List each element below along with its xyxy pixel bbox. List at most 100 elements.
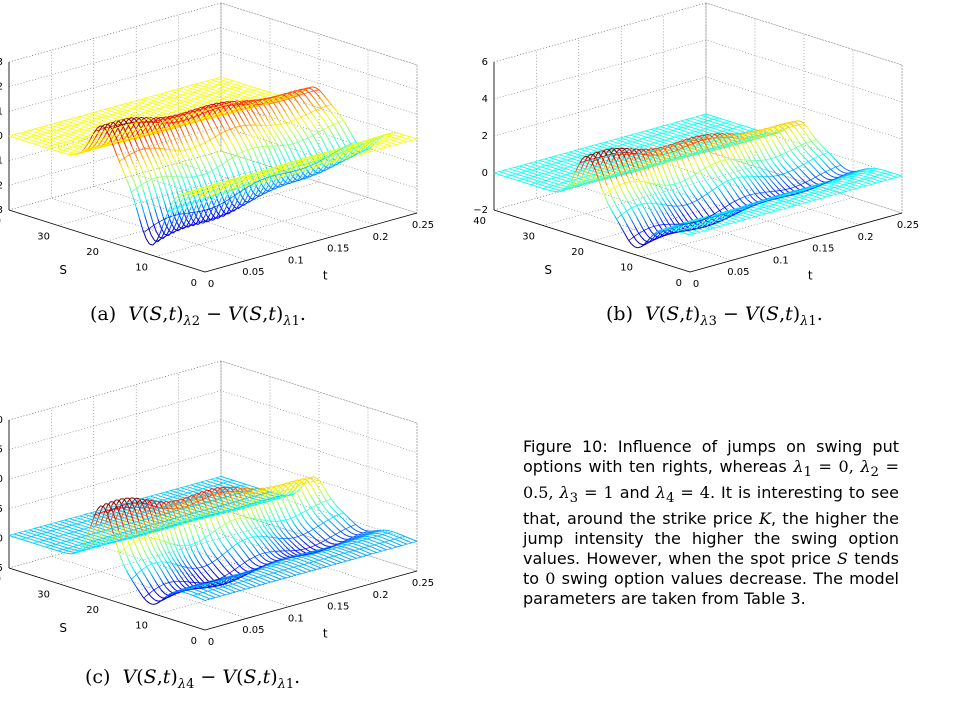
mesh-line-t <box>208 99 212 102</box>
mesh-line-t <box>178 180 183 191</box>
mesh-line-t <box>238 91 242 94</box>
mesh-line-t <box>786 153 791 159</box>
mesh-line-t <box>64 152 68 155</box>
grid-line-s <box>8 3 222 211</box>
mesh-line-s <box>207 188 213 191</box>
mesh-line-t <box>593 146 597 149</box>
mesh-line-s <box>283 167 289 170</box>
mesh-line-t <box>210 91 214 94</box>
mesh-line-t <box>76 136 81 138</box>
mesh-line-t <box>811 194 815 197</box>
mesh-line-t <box>341 153 345 156</box>
mesh-line-s <box>136 120 142 123</box>
mesh-line-t <box>191 165 196 173</box>
mesh-line-s <box>73 145 79 148</box>
mesh-line-s <box>274 99 280 103</box>
grid-line-z <box>493 150 903 214</box>
mesh-line-t <box>729 130 734 133</box>
mesh-line-t <box>203 208 208 216</box>
mesh-line-s <box>163 120 170 123</box>
mesh-line-s <box>119 118 125 121</box>
mesh-line-t <box>154 106 159 109</box>
mesh-line-s <box>159 148 165 150</box>
mesh-line-t <box>753 137 758 144</box>
mesh-line-t <box>349 153 354 156</box>
mesh-line-t <box>112 114 117 117</box>
mesh-line-t <box>260 126 266 133</box>
mesh-line-t <box>231 100 236 103</box>
mesh-line-t <box>148 157 153 166</box>
mesh-line-t <box>281 106 286 113</box>
mesh-line-t <box>246 109 251 116</box>
mesh-line-t <box>677 125 681 128</box>
mesh-line-t <box>376 143 381 146</box>
mesh-line-t <box>156 142 161 151</box>
mesh-line-t <box>154 208 159 220</box>
mesh-line-t <box>208 150 213 158</box>
mesh-line-s <box>122 110 128 113</box>
mesh-line-t <box>228 196 233 204</box>
mesh-line-t <box>311 95 316 101</box>
mesh-line-s <box>305 112 312 116</box>
mesh-line-t <box>738 197 743 203</box>
mesh-line-t <box>234 115 239 123</box>
mesh-line-t <box>344 154 349 157</box>
mesh-line-t <box>581 152 585 155</box>
mesh-line-t <box>338 113 343 119</box>
mesh-line-s <box>359 143 366 146</box>
mesh-line-t <box>128 118 133 123</box>
mesh-line-t <box>729 166 734 172</box>
mesh-line-t <box>778 150 783 157</box>
mesh-line-t <box>712 115 716 118</box>
mesh-line-s <box>223 105 229 107</box>
mesh-line-t <box>823 184 827 187</box>
mesh-line-t <box>780 185 785 190</box>
mesh-line-s <box>210 183 216 186</box>
mesh-line-t <box>92 120 97 122</box>
mesh-line-t <box>217 81 221 84</box>
mesh-line-s <box>280 175 286 178</box>
mesh-line-t <box>233 193 238 201</box>
mesh-line-s <box>248 177 254 180</box>
mesh-line-t <box>126 123 131 130</box>
mesh-line-t <box>838 180 843 182</box>
mesh-line-t <box>256 109 261 116</box>
mesh-line-t <box>367 138 371 141</box>
mesh-line-t <box>764 148 769 155</box>
mesh-line-t <box>278 101 283 107</box>
mesh-line-t <box>184 200 189 211</box>
mesh-line-t <box>685 130 689 133</box>
mesh-line-t <box>230 184 234 187</box>
mesh-line-s <box>105 143 111 146</box>
mesh-line-t <box>857 176 861 179</box>
mesh-line-t <box>83 132 88 135</box>
mesh-line-s <box>256 101 263 104</box>
mesh-line-s <box>175 115 181 118</box>
mesh-line-t <box>291 162 295 165</box>
mesh-line-t <box>307 127 313 133</box>
mesh-line-s <box>154 108 160 111</box>
mesh-line-s <box>124 122 131 125</box>
mesh-line-t <box>681 129 686 132</box>
mesh-line-s <box>44 124 50 127</box>
mesh-line-s <box>228 182 234 185</box>
mesh-line-s <box>194 211 200 213</box>
mesh-line-t <box>181 97 186 100</box>
mesh-line-t <box>257 182 263 190</box>
mesh-line-t <box>703 199 708 205</box>
mesh-line-t <box>684 136 689 139</box>
mesh-line-t <box>309 86 313 89</box>
mesh-line-t <box>664 142 669 145</box>
mesh-line-t <box>166 143 171 152</box>
mesh-line-t <box>266 108 271 116</box>
mesh-line-t <box>731 142 736 150</box>
mesh-line-t <box>283 100 288 106</box>
mesh-line-t <box>233 98 237 101</box>
mesh-line-s <box>318 157 325 160</box>
mesh-line-t <box>572 152 577 155</box>
mesh-line-t <box>729 148 734 156</box>
mesh-line-t <box>736 203 741 208</box>
mesh-line-t <box>231 205 236 212</box>
mesh-line-t <box>229 183 234 190</box>
